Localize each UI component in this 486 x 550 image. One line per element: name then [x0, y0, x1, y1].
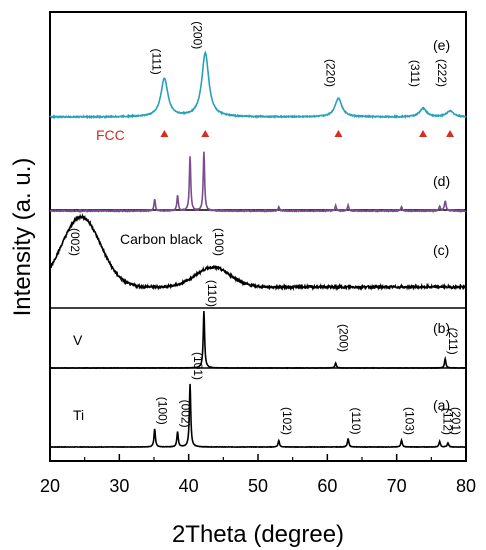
series-tag: (c) [433, 242, 449, 258]
phase-marker [334, 130, 343, 137]
peak-label: (311) [408, 60, 422, 87]
peak-label: (112) [441, 408, 455, 435]
peak-label: (200) [337, 324, 351, 352]
x-tick-label: 50 [248, 476, 268, 496]
peak-label: (111) [149, 49, 163, 75]
series-line-2 [49, 311, 467, 370]
series-tag: (d) [433, 173, 450, 189]
x-axis-label: 2Theta (degree) [172, 521, 344, 548]
x-axis: 20 30 40 50 60 70 80 [40, 454, 476, 496]
phase-marker-label: FCC [96, 127, 125, 143]
peak-label: (201) [449, 407, 463, 435]
series-line-4 [49, 151, 467, 214]
peak-label: (101) [191, 352, 205, 380]
series-tag: (b) [433, 320, 450, 336]
x-tick-label: 70 [387, 476, 407, 496]
annotation-layer: (a) Ti (100) (002) (101) (102) (110) (103) (112)… [68, 21, 463, 435]
series-tag: (e) [433, 37, 450, 53]
series-tag: (a) [433, 397, 450, 413]
plot-border [49, 11, 467, 462]
series-label: V [73, 332, 83, 348]
peak-label: (110) [205, 280, 219, 307]
series-label: Carbon black [120, 231, 203, 247]
peak-label: (103) [403, 407, 417, 435]
peak-label: (002) [179, 400, 193, 428]
x-tick-label: 40 [179, 476, 199, 496]
x-tick-label: 80 [456, 476, 476, 496]
peak-label: (220) [323, 59, 337, 87]
peak-label: (100) [212, 228, 226, 256]
series-label: Ti [73, 407, 84, 423]
phase-marker [446, 130, 455, 137]
peak-label: (200) [190, 21, 204, 49]
plot-frame [49, 11, 467, 462]
peak-label: (102) [280, 407, 294, 435]
phase-marker [160, 130, 169, 137]
x-tick-label: 60 [317, 476, 337, 496]
peak-label: (002) [68, 228, 82, 256]
x-tick-label: 20 [40, 476, 60, 496]
peak-label: (211) [446, 328, 460, 355]
x-tick-label: 30 [109, 476, 129, 496]
peak-label: (100) [156, 397, 170, 425]
y-axis-label: Intensity (a. u.) [9, 158, 36, 317]
series-line-3 [49, 213, 467, 292]
peak-label: (110) [349, 407, 363, 434]
series-line-1 [49, 383, 467, 449]
peak-label: (222) [435, 59, 449, 87]
series-line-5 [49, 50, 467, 120]
phase-marker [201, 130, 210, 137]
phase-marker [419, 130, 428, 137]
series-layer [49, 50, 467, 449]
